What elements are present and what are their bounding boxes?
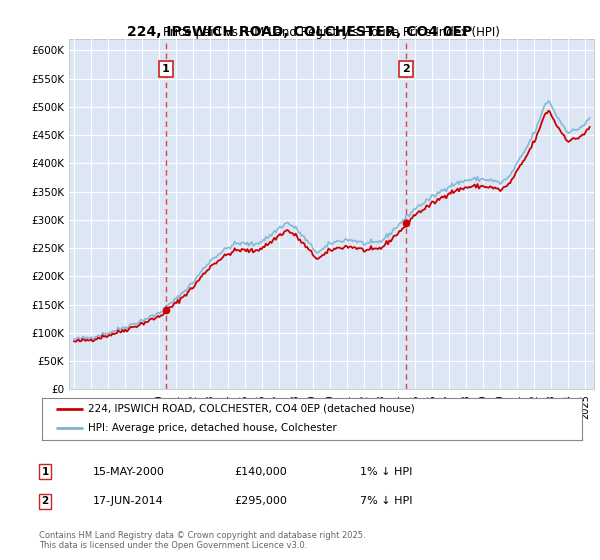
Text: 1% ↓ HPI: 1% ↓ HPI — [360, 466, 412, 477]
Text: 17-JUN-2014: 17-JUN-2014 — [93, 496, 164, 506]
Text: 15-MAY-2000: 15-MAY-2000 — [93, 466, 165, 477]
Text: Contains HM Land Registry data © Crown copyright and database right 2025.
This d: Contains HM Land Registry data © Crown c… — [39, 531, 365, 550]
Text: £140,000: £140,000 — [234, 466, 287, 477]
Text: HPI: Average price, detached house, Colchester: HPI: Average price, detached house, Colc… — [88, 423, 337, 433]
Text: 2: 2 — [41, 496, 49, 506]
Text: 224, IPSWICH ROAD, COLCHESTER, CO4 0EP: 224, IPSWICH ROAD, COLCHESTER, CO4 0EP — [127, 25, 473, 39]
Text: £295,000: £295,000 — [234, 496, 287, 506]
Text: 1: 1 — [162, 64, 170, 74]
Text: 2: 2 — [402, 64, 410, 74]
Title: Price paid vs. HM Land Registry's House Price Index (HPI): Price paid vs. HM Land Registry's House … — [163, 26, 500, 39]
Text: 224, IPSWICH ROAD, COLCHESTER, CO4 0EP (detached house): 224, IPSWICH ROAD, COLCHESTER, CO4 0EP (… — [88, 404, 415, 414]
Text: 7% ↓ HPI: 7% ↓ HPI — [360, 496, 413, 506]
Text: 1: 1 — [41, 466, 49, 477]
